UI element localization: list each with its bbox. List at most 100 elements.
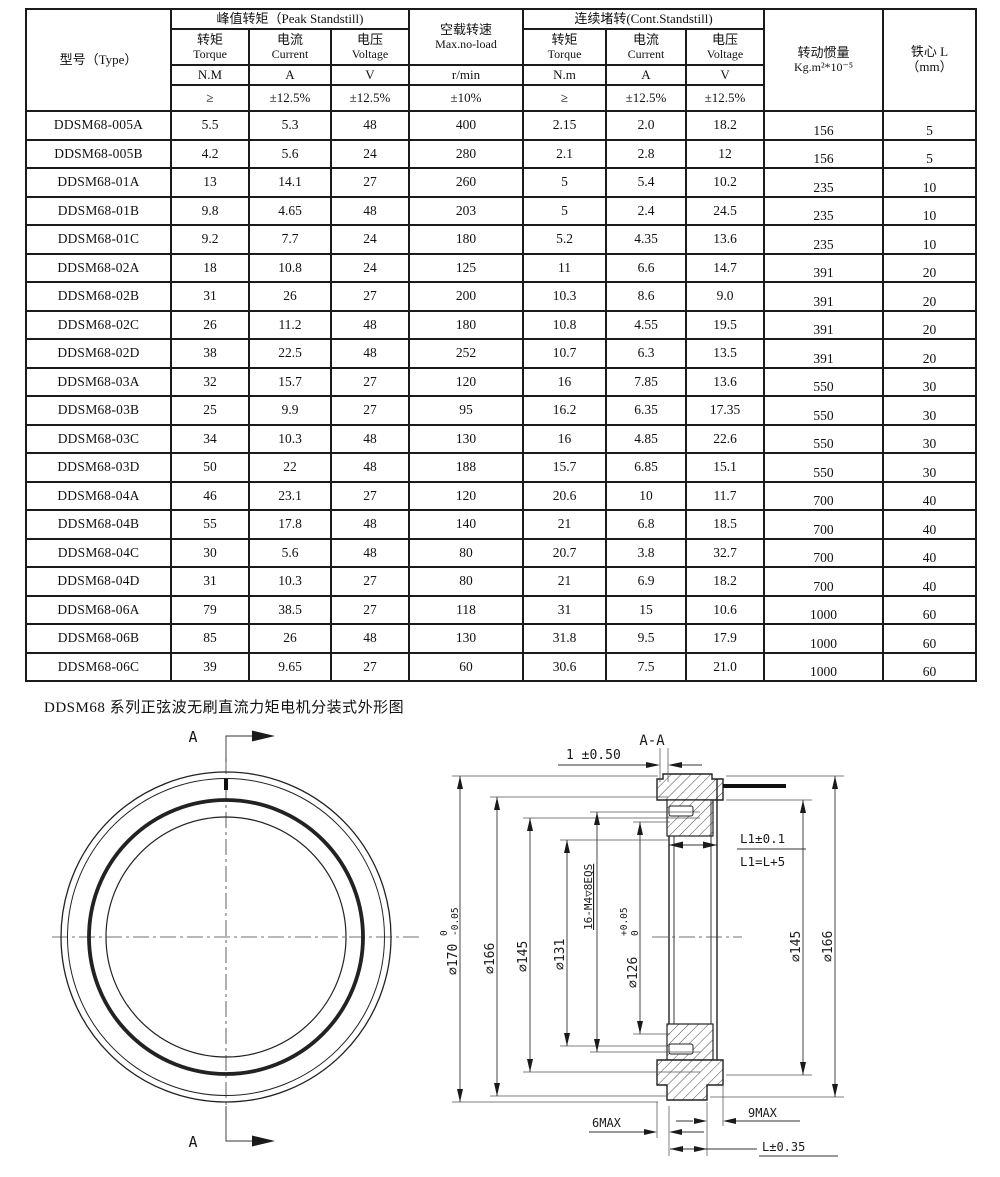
- value-cell: 60: [882, 651, 978, 682]
- extension-lines: [452, 748, 844, 1156]
- value-cell: 25: [170, 395, 250, 426]
- front-view: A A: [52, 728, 422, 1151]
- unit-peak-current: A: [248, 64, 332, 86]
- table-row: DDSM68-04C 30 5.6 48 80 20.7 3.8 32.7 700 40: [25, 537, 978, 568]
- value-cell: 16.2: [522, 395, 607, 426]
- value-cell: 5.2: [522, 224, 607, 255]
- value-cell: 203: [408, 195, 524, 226]
- dim-9max-label: 9MAX: [748, 1106, 778, 1120]
- value-cell: 48: [330, 338, 410, 369]
- keyway-mark: [224, 779, 228, 790]
- value-cell: 6.8: [605, 509, 687, 540]
- value-cell: 9.65: [248, 651, 332, 682]
- value-cell: 18.2: [684, 110, 766, 141]
- value-cell: 26: [170, 309, 250, 340]
- value-cell: 2.4: [605, 195, 687, 226]
- value-cell: 16: [522, 366, 607, 397]
- value-cell: 21: [522, 509, 607, 540]
- value-cell: 27: [330, 566, 410, 597]
- value-cell: 188: [408, 452, 524, 483]
- header-peak-group: 峰值转矩（Peak Standstill): [170, 8, 410, 30]
- value-cell: 32: [170, 366, 250, 397]
- dim-d170-label: ∅170: [446, 944, 461, 975]
- value-cell: 180: [408, 309, 524, 340]
- value-cell: 46: [170, 480, 250, 511]
- dim-l-tol-label: L±0.35: [762, 1140, 805, 1154]
- value-cell: 48: [330, 423, 410, 454]
- value-cell: 38: [170, 338, 250, 369]
- value-cell: 48: [330, 623, 410, 654]
- value-cell: 15: [605, 594, 687, 625]
- tol-noload: ±10%: [408, 84, 524, 112]
- dim-d131-label: ∅131: [553, 939, 568, 970]
- tol-cont-voltage: ±12.5%: [684, 84, 766, 112]
- model-cell: DDSM68-04A: [25, 480, 172, 511]
- table-row: DDSM68-06A 79 38.5 27 118 31 15 10.6 1000 60: [25, 594, 978, 625]
- value-cell: 27: [330, 651, 410, 682]
- outer-circle: [60, 771, 392, 1103]
- header-cont-voltage: 电压 Voltage: [684, 28, 766, 66]
- model-cell: DDSM68-04D: [25, 566, 172, 597]
- value-cell: 10.3: [522, 281, 607, 312]
- model-cell: DDSM68-02C: [25, 309, 172, 340]
- header-inertia-unit: Kg.m²*10⁻⁵: [793, 59, 854, 74]
- value-cell: 180: [408, 224, 524, 255]
- value-cell: 27: [330, 480, 410, 511]
- value-cell: 30.6: [522, 651, 607, 682]
- model-cell: DDSM68-005A: [25, 110, 172, 141]
- value-cell: 39: [170, 651, 250, 682]
- value-cell: 6.3: [605, 338, 687, 369]
- value-cell: 24: [330, 224, 410, 255]
- table-row: DDSM68-04B 55 17.8 48 140 21 6.8 18.5 700 40: [25, 509, 978, 540]
- value-cell: 5.4: [605, 167, 687, 198]
- value-cell: 13.6: [684, 224, 766, 255]
- model-cell: DDSM68-06B: [25, 623, 172, 654]
- model-cell: DDSM68-01B: [25, 195, 172, 226]
- value-cell: 20.6: [522, 480, 607, 511]
- bottom-flange: [656, 1059, 724, 1101]
- dim-d126-tol-upper: +0.05: [619, 907, 630, 936]
- value-cell: 9.8: [170, 195, 250, 226]
- value-cell: 156: [763, 110, 885, 141]
- value-cell: 700: [763, 537, 885, 568]
- section-arrow-bottom-icon: [252, 1135, 275, 1147]
- value-cell: 26: [248, 623, 332, 654]
- value-cell: 235: [763, 195, 885, 226]
- value-cell: 31.8: [522, 623, 607, 654]
- header-noload-cn: 空载转速: [439, 21, 492, 37]
- value-cell: 280: [408, 138, 524, 169]
- table-row: DDSM68-01C 9.2 7.7 24 180 5.2 4.35 13.6 235 10: [25, 224, 978, 255]
- value-cell: 9.0: [684, 281, 766, 312]
- value-cell: 7.7: [248, 224, 332, 255]
- value-cell: 5.3: [248, 110, 332, 141]
- tol-cont-torque: ≥: [522, 84, 607, 112]
- value-cell: 260: [408, 167, 524, 198]
- value-cell: 5.5: [170, 110, 250, 141]
- value-cell: 40: [882, 480, 978, 511]
- section-label-a-bottom: A: [188, 1133, 197, 1151]
- value-cell: 10.6: [684, 594, 766, 625]
- value-cell: 10: [882, 195, 978, 226]
- value-cell: 20: [882, 309, 978, 340]
- model-cell: DDSM68-03A: [25, 366, 172, 397]
- value-cell: 27: [330, 395, 410, 426]
- value-cell: 125: [408, 252, 524, 283]
- value-cell: 31: [522, 594, 607, 625]
- value-cell: 200: [408, 281, 524, 312]
- table-row: DDSM68-03B 25 9.9 27 95 16.2 6.35 17.35 550 30: [25, 395, 978, 426]
- section-label-a-top: A: [188, 728, 197, 746]
- value-cell: 80: [408, 566, 524, 597]
- header-cont-current: 电流 Current: [605, 28, 687, 66]
- value-cell: 21.0: [684, 651, 766, 682]
- value-cell: 30: [882, 423, 978, 454]
- table-row: DDSM68-02A 18 10.8 24 125 11 6.6 14.7 391 20: [25, 252, 978, 283]
- lower-magnet-block: [666, 1023, 714, 1061]
- value-cell: 7.5: [605, 651, 687, 682]
- value-cell: 9.2: [170, 224, 250, 255]
- value-cell: 6.35: [605, 395, 687, 426]
- value-cell: 120: [408, 366, 524, 397]
- model-cell: DDSM68-04B: [25, 509, 172, 540]
- value-cell: 15.7: [248, 366, 332, 397]
- value-cell: 391: [763, 338, 885, 369]
